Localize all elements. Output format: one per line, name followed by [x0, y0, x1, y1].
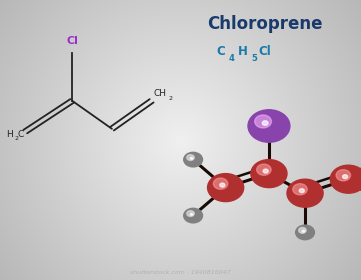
Circle shape [220, 183, 225, 187]
Text: 2: 2 [169, 95, 173, 101]
Text: Chloroprene: Chloroprene [208, 15, 323, 33]
Circle shape [330, 165, 361, 193]
Text: C: C [17, 130, 23, 139]
Circle shape [293, 184, 307, 195]
Circle shape [190, 213, 193, 215]
Circle shape [257, 164, 271, 175]
Circle shape [187, 155, 194, 160]
Text: C: C [217, 45, 225, 58]
Circle shape [343, 175, 348, 179]
Circle shape [255, 115, 271, 128]
Circle shape [184, 208, 203, 223]
Circle shape [299, 227, 306, 233]
Circle shape [263, 169, 268, 173]
Circle shape [336, 170, 351, 181]
Text: Cl: Cl [66, 36, 78, 46]
Text: H: H [238, 45, 248, 58]
Text: Cl: Cl [258, 45, 271, 58]
Text: H: H [6, 130, 13, 139]
Circle shape [287, 179, 323, 207]
Text: 5: 5 [251, 54, 257, 63]
Circle shape [296, 225, 314, 240]
Circle shape [208, 174, 244, 202]
Circle shape [299, 189, 304, 193]
Circle shape [262, 121, 268, 125]
Circle shape [251, 160, 287, 188]
Text: CH: CH [153, 89, 166, 98]
Circle shape [184, 152, 203, 167]
Text: 2: 2 [15, 136, 19, 141]
Circle shape [248, 110, 290, 142]
Circle shape [302, 230, 305, 232]
Circle shape [190, 157, 193, 159]
Circle shape [213, 178, 228, 189]
Circle shape [187, 211, 194, 216]
Text: shutterstock.com · 1940816047: shutterstock.com · 1940816047 [130, 270, 231, 275]
Text: 4: 4 [229, 54, 234, 63]
